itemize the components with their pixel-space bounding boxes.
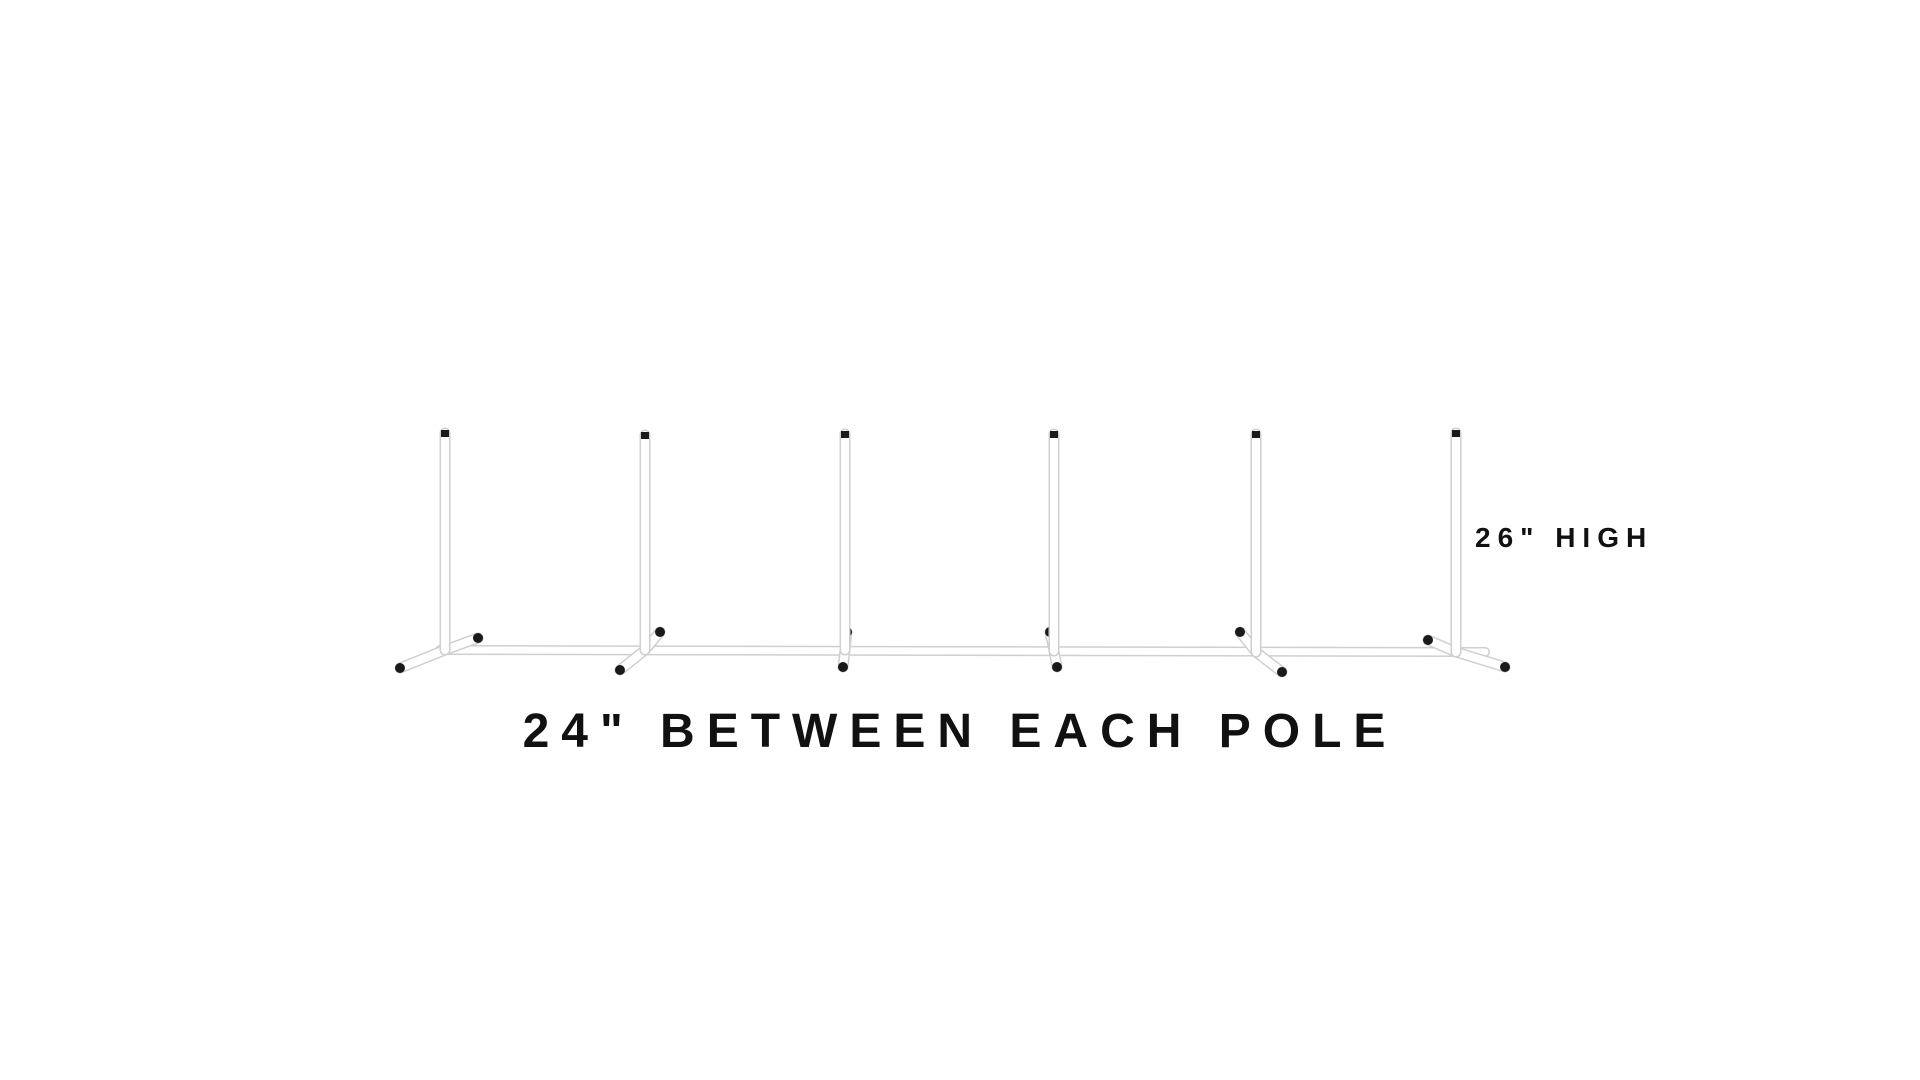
weave-pole bbox=[614, 429, 666, 676]
foot-cap bbox=[1423, 635, 1433, 645]
foot-cap bbox=[473, 633, 483, 643]
weave-pole bbox=[837, 428, 853, 673]
foot-cap bbox=[395, 663, 405, 673]
base-rail bbox=[435, 645, 1490, 657]
foot-cap bbox=[1235, 627, 1245, 637]
weave-pole bbox=[394, 427, 484, 674]
foot-cap bbox=[655, 627, 665, 637]
weave-pole bbox=[1422, 427, 1511, 673]
top-cap bbox=[441, 430, 449, 437]
spacing-label: 24" BETWEEN EACH POLE bbox=[522, 705, 1398, 758]
foot-cap bbox=[615, 665, 625, 675]
foot-cap bbox=[1500, 662, 1510, 672]
weave-pole bbox=[1044, 428, 1063, 673]
top-cap bbox=[1252, 431, 1260, 438]
height-label: 26" HIGH bbox=[1475, 522, 1654, 553]
foot-cap bbox=[1277, 667, 1287, 677]
top-cap bbox=[1050, 431, 1058, 438]
top-cap bbox=[641, 432, 649, 439]
top-cap bbox=[841, 431, 849, 438]
weave-pole bbox=[1234, 428, 1288, 678]
foot-cap bbox=[1052, 662, 1062, 672]
top-cap bbox=[1452, 430, 1460, 437]
foot-cap bbox=[838, 662, 848, 672]
